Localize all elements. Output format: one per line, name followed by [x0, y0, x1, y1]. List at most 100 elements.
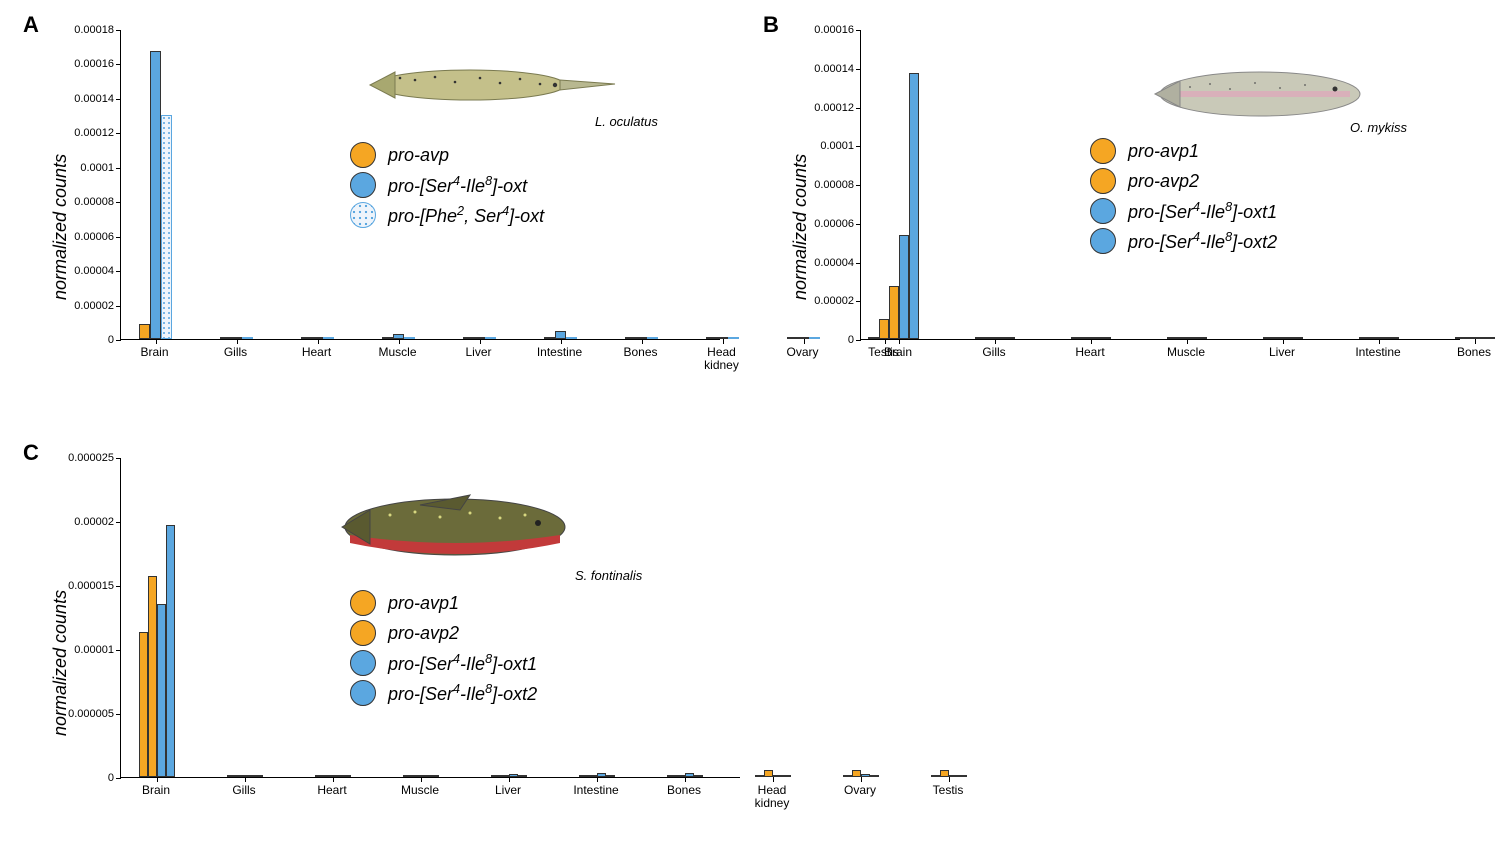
bar [764, 770, 773, 777]
bar [579, 775, 588, 777]
legend-marker-icon [1090, 198, 1116, 224]
legend-item: pro-avp1 [1090, 138, 1277, 164]
bar [312, 337, 323, 339]
y-tick-mark [116, 30, 121, 31]
x-tick-label: Ovary [832, 784, 888, 797]
bar [773, 775, 782, 777]
bar [544, 337, 555, 339]
x-tick-label: Liver [1254, 346, 1310, 359]
bar [1389, 337, 1399, 339]
bar [1379, 337, 1389, 339]
bar [231, 337, 242, 339]
x-tick-label: Bones [1446, 346, 1498, 359]
bar [220, 337, 231, 339]
panel-C: Cnormalized counts00.0000050.000010.0000… [20, 440, 740, 840]
bar [1475, 337, 1485, 339]
bar [975, 337, 985, 339]
x-tick-mark [899, 339, 900, 344]
legend-label: pro-avp2 [388, 623, 459, 644]
bar [1369, 337, 1379, 339]
x-tick-mark [237, 339, 238, 344]
bar [518, 775, 527, 777]
x-tick-mark [1379, 339, 1380, 344]
bar [148, 576, 157, 777]
y-tick-label: 0 [20, 772, 114, 784]
legend-marker-icon [350, 202, 376, 228]
bar [500, 775, 509, 777]
x-tick-mark [318, 339, 319, 344]
y-tick-label: 0.0001 [20, 162, 114, 174]
bar [324, 775, 333, 777]
bar [625, 337, 636, 339]
legend-label: pro-[Ser4-Ile8]-oxt1 [388, 652, 537, 675]
y-tick-mark [116, 237, 121, 238]
y-tick-mark [116, 650, 121, 651]
x-tick-label: Bones [656, 784, 712, 797]
bar [694, 775, 703, 777]
x-tick-mark [157, 777, 158, 782]
y-tick-label: 0.00008 [760, 179, 854, 191]
bar [150, 51, 161, 339]
fish-image [1140, 59, 1390, 134]
x-tick-label: Gills [208, 346, 264, 359]
y-tick-label: 0.00012 [760, 102, 854, 114]
y-tick-mark [116, 202, 121, 203]
y-tick-mark [856, 185, 861, 186]
bar [852, 770, 861, 777]
x-tick-label: Muscle [392, 784, 448, 797]
bar [879, 319, 889, 339]
y-tick-label: 0.000005 [20, 708, 114, 720]
legend-marker-icon [350, 142, 376, 168]
bar [755, 775, 764, 777]
bar [166, 525, 175, 777]
legend-label: pro-[Ser4-Ile8]-oxt2 [388, 682, 537, 705]
legend-item: pro-avp [350, 142, 544, 168]
x-tick-mark [995, 339, 996, 344]
legend-label: pro-[Ser4-Ile8]-oxt2 [1128, 230, 1277, 253]
x-tick-label: Bones [613, 346, 669, 359]
bar [588, 775, 597, 777]
bar [412, 775, 421, 777]
x-tick-label: Heart [289, 346, 345, 359]
y-tick-mark [116, 778, 121, 779]
bar [985, 337, 995, 339]
bar [227, 775, 236, 777]
y-tick-label: 0.00018 [20, 24, 114, 36]
y-tick-mark [856, 30, 861, 31]
bar [1177, 337, 1187, 339]
legend-marker-icon [350, 590, 376, 616]
panel-B: Bnormalized counts00.000020.000040.00006… [760, 12, 1480, 392]
legend-item: pro-avp2 [350, 620, 537, 646]
bar [667, 775, 676, 777]
y-tick-mark [116, 340, 121, 341]
bar [1293, 337, 1303, 339]
y-tick-mark [116, 64, 121, 65]
y-tick-mark [856, 69, 861, 70]
legend-marker-icon [350, 620, 376, 646]
x-tick-mark [561, 339, 562, 344]
bar [342, 775, 351, 777]
bar [333, 775, 342, 777]
y-tick-mark [116, 133, 121, 134]
bar [958, 775, 967, 777]
y-tick-mark [856, 263, 861, 264]
bar [463, 337, 474, 339]
bar [940, 770, 949, 777]
x-tick-mark [480, 339, 481, 344]
legend-item: pro-[Phe2, Ser4]-oxt [350, 202, 544, 228]
legend-label: pro-[Ser4-Ile8]-oxt [388, 174, 527, 197]
bar [1197, 337, 1207, 339]
x-tick-mark [509, 777, 510, 782]
y-tick-mark [116, 271, 121, 272]
bar [782, 775, 791, 777]
x-tick-label: Intestine [568, 784, 624, 797]
bar [889, 286, 899, 339]
legend-marker-icon [350, 172, 376, 198]
bar [323, 337, 334, 339]
bar [382, 337, 393, 339]
x-tick-label: Muscle [370, 346, 426, 359]
x-tick-label: Muscle [1158, 346, 1214, 359]
bar [1273, 337, 1283, 339]
bar [1101, 337, 1111, 339]
bar [676, 775, 685, 777]
